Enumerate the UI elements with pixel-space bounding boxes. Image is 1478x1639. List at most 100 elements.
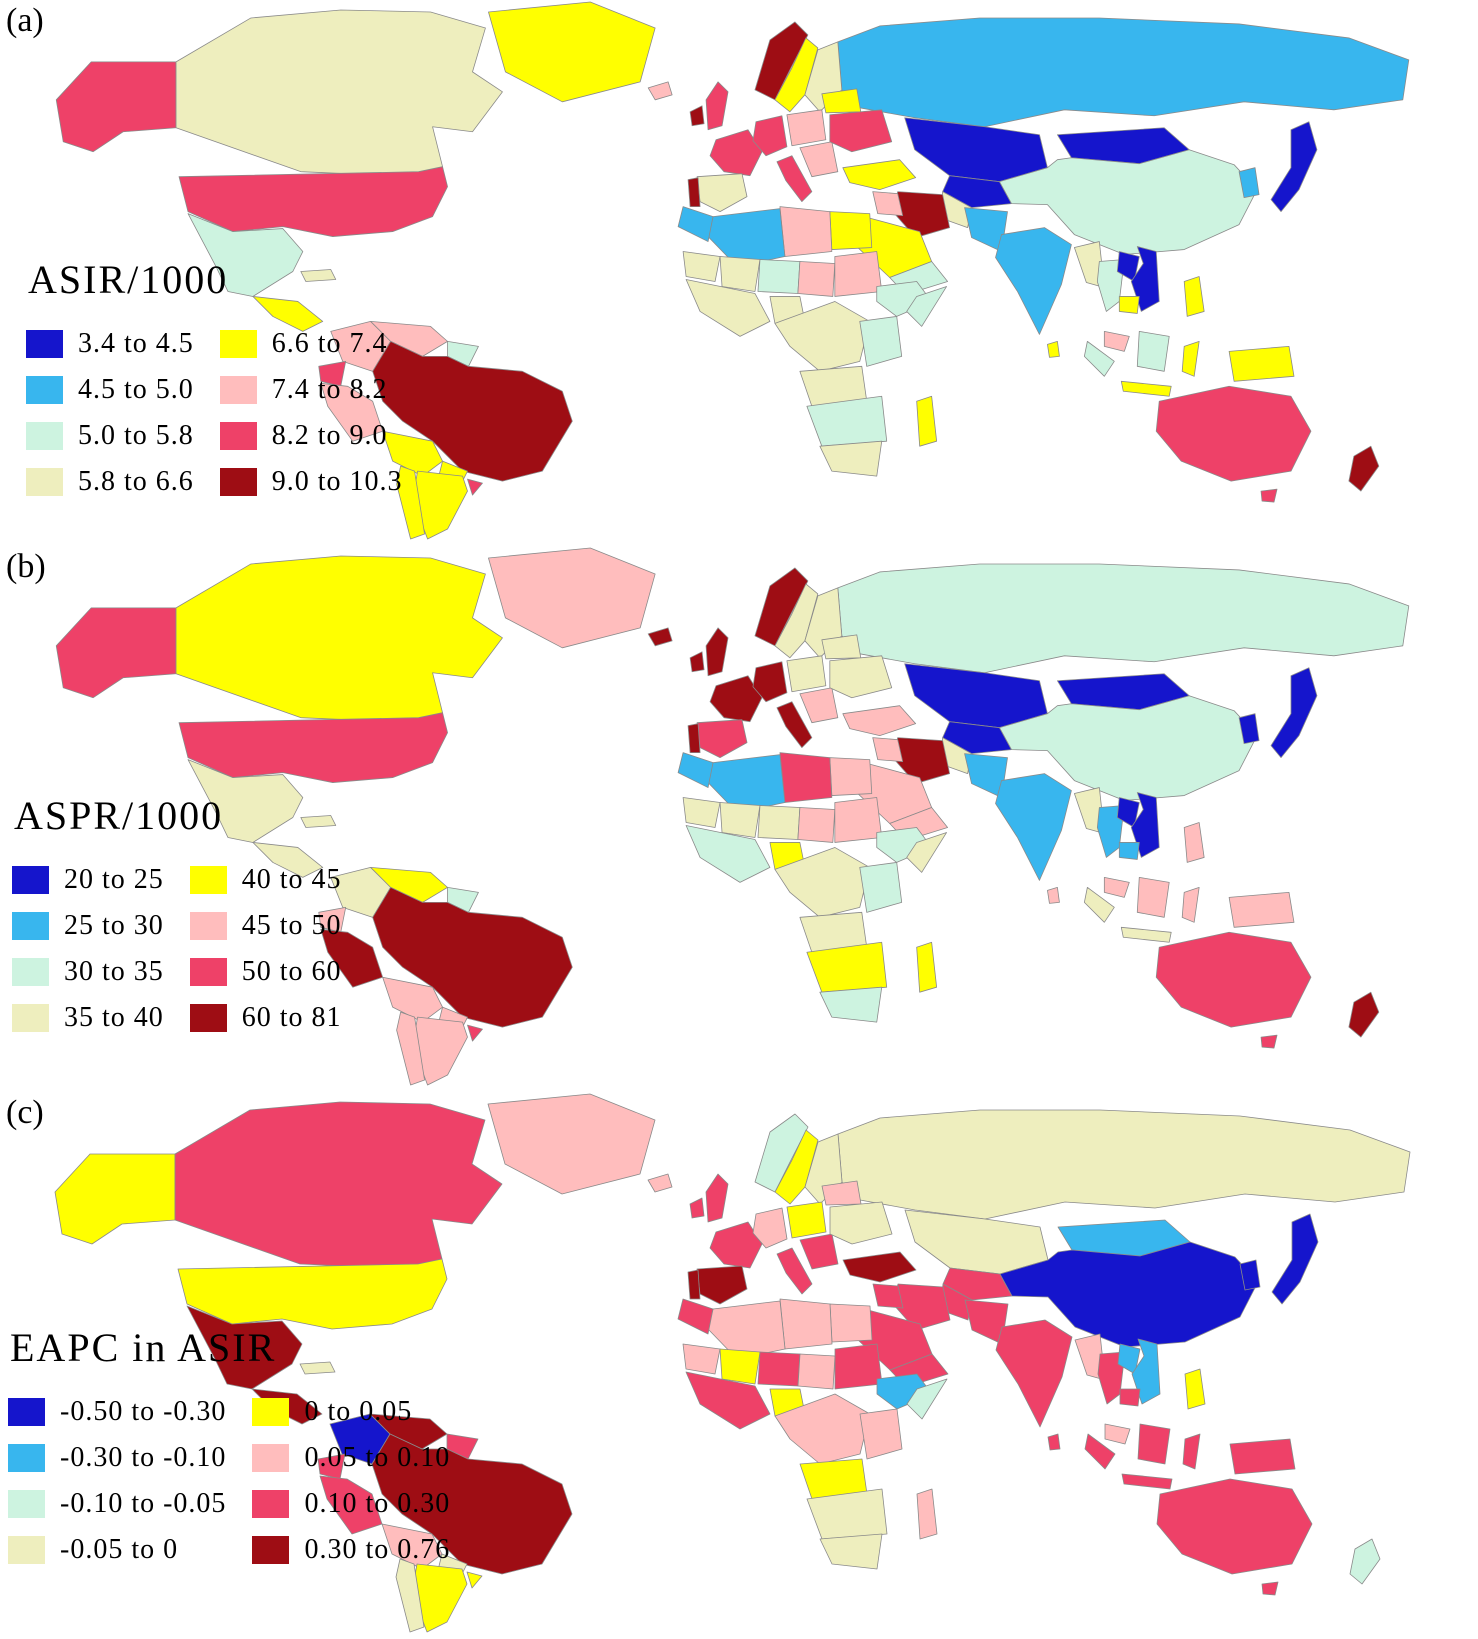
country-italy — [776, 1247, 813, 1295]
country-new-guinea — [1229, 1438, 1296, 1475]
country-borneo — [1137, 1423, 1171, 1465]
map-slot-c — [0, 1092, 1478, 1639]
country-india — [995, 773, 1072, 881]
country-sri-lanka — [1047, 340, 1060, 358]
legend-swatch — [8, 1490, 45, 1518]
country-russia — [837, 563, 1410, 674]
country-turkey — [842, 1251, 917, 1283]
country-iraq — [872, 191, 904, 217]
country-sulawesi — [1182, 1433, 1201, 1470]
country-east-africa — [859, 1408, 903, 1460]
country-madagascar — [916, 395, 938, 447]
country-chad — [797, 807, 836, 843]
country-niger — [757, 1351, 801, 1387]
country-ukraine — [829, 109, 893, 153]
country-west-africa — [685, 825, 771, 883]
legend-item: 0.05 to 0.10 — [252, 1435, 450, 1481]
country-brazil — [371, 1433, 573, 1575]
legend-label: 0 to 0.05 — [304, 1396, 413, 1427]
country-venezuela — [370, 867, 448, 903]
country-france — [709, 675, 763, 723]
legend-swatch — [252, 1536, 290, 1564]
country-italy — [776, 701, 813, 749]
country-borneo — [1136, 876, 1170, 918]
country-morocco — [677, 1298, 714, 1335]
country-new-guinea — [1228, 891, 1295, 928]
country-central-africa — [774, 1393, 871, 1465]
map-slot-b — [0, 546, 1478, 1092]
legend-label: 5.0 to 5.8 — [78, 420, 194, 451]
country-new-guinea — [1228, 345, 1295, 382]
country-vietnam — [1131, 1338, 1161, 1405]
country-iceland — [647, 1173, 673, 1193]
country-chad — [797, 261, 836, 297]
country-cambodia — [1118, 842, 1140, 860]
country-usa — [178, 712, 448, 783]
legend-item: -0.05 to 0 — [8, 1527, 226, 1573]
legend-title-aspr: ASPR/1000 — [14, 793, 224, 838]
country-central-asia — [942, 1267, 1013, 1301]
country-turkey — [842, 705, 917, 737]
country-bolivia — [382, 976, 443, 1023]
country-libya — [779, 206, 833, 257]
legend-label: 8.2 to 9.0 — [271, 420, 388, 451]
country-poland — [786, 655, 827, 693]
country-cambodia — [1118, 296, 1140, 314]
country-india — [995, 1319, 1073, 1428]
legend-item: 7.4 to 8.2 — [219, 367, 403, 413]
country-portugal — [687, 177, 701, 208]
legend-item: 5.0 to 5.8 — [26, 413, 194, 459]
country-south-africa — [819, 986, 883, 1023]
country-niger — [757, 805, 801, 840]
country-turkey — [842, 159, 917, 191]
country-australia — [1155, 931, 1312, 1028]
legend-swatch — [189, 1004, 227, 1032]
legend-label: 60 to 81 — [241, 1002, 342, 1033]
country-korea — [1238, 167, 1260, 199]
country-venezuela — [369, 1413, 448, 1450]
country-portugal — [687, 1269, 701, 1300]
country-russia — [837, 17, 1410, 128]
legend-swatch — [8, 1536, 45, 1564]
world-map-b — [55, 547, 1410, 1086]
panel-label-c: (c) — [6, 1094, 44, 1131]
country-japan — [1270, 121, 1318, 213]
country-poland — [786, 1201, 827, 1239]
country-chile — [396, 1011, 425, 1086]
panel-a-asir-map: (a) ASIR/1000 3.4 to 4.5 4.5 to 5.0 5.0 to… — [0, 0, 1478, 546]
legend-swatch — [189, 866, 227, 894]
country-uk — [705, 1173, 729, 1223]
country-japan — [1270, 667, 1318, 759]
legend-label: 6.6 to 7.4 — [271, 328, 388, 359]
country-ukraine — [829, 655, 893, 699]
country-sudan — [834, 1343, 883, 1390]
country-canada — [175, 9, 503, 178]
country-sumatra — [1083, 340, 1115, 377]
legend-swatch — [8, 1444, 45, 1472]
country-cuba — [300, 269, 337, 282]
country-uruguay — [467, 478, 483, 496]
country-germany — [752, 661, 788, 703]
legend-item: 60 to 81 — [189, 995, 342, 1041]
country-australia — [1155, 385, 1312, 482]
country-greenland — [488, 547, 656, 649]
country-usa — [178, 166, 448, 237]
country-sulawesi — [1181, 886, 1200, 923]
country-vietnam — [1130, 792, 1160, 858]
country-portugal — [687, 723, 701, 754]
country-central-africa — [774, 301, 871, 372]
country-egypt — [829, 757, 873, 796]
country-mexico — [187, 759, 304, 843]
country-morocco — [677, 752, 714, 788]
panel-c-eapc-map: (c) EAPC in ASIR -0.50 to -0.30 -0.30 to … — [0, 1092, 1478, 1639]
country-greenland — [488, 1, 656, 103]
country-australia — [1156, 1478, 1313, 1575]
country-somalia — [906, 832, 948, 873]
country-usa — [177, 1258, 448, 1330]
country-tasmania — [1261, 1581, 1279, 1596]
legend-aspr: ASPR/1000 20 to 25 25 to 30 30 to 35 35 to … — [12, 792, 342, 1041]
country-east-africa — [859, 862, 903, 913]
country-egypt — [829, 211, 873, 250]
country-sumatra — [1083, 886, 1115, 923]
legend-eapc: EAPC in ASIR -0.50 to -0.30 -0.30 to -0.1… — [8, 1324, 450, 1573]
